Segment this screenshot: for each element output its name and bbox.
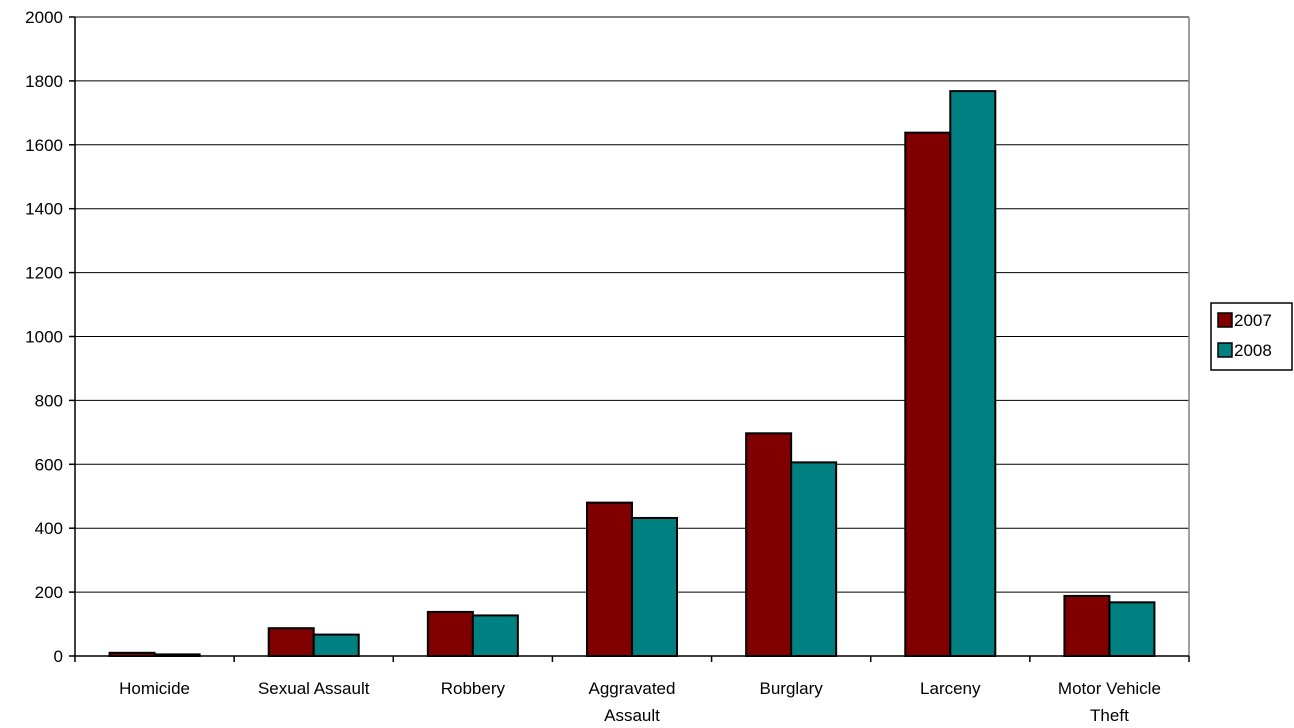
bar-2008-2: [471, 614, 519, 658]
x-category-label-1: Sexual Assault: [258, 679, 370, 698]
legend-label-2007: 2007: [1234, 311, 1272, 330]
bars: [108, 90, 1156, 658]
y-tick-labels: 0 200 400 600 800 1000 1200 1400 1600 1800 2000: [25, 8, 63, 666]
bar-2008-3: [631, 516, 678, 658]
y-tick-label-400: 400: [35, 519, 63, 538]
y-tick-label-800: 800: [35, 391, 63, 410]
y-tick-label-200: 200: [35, 583, 63, 602]
y-tick-label-1600: 1600: [25, 136, 63, 155]
x-category-label-0: Homicide: [119, 679, 190, 698]
y-tick-label-1200: 1200: [25, 264, 63, 283]
x-category-label-6: Motor Vehicle Theft: [1058, 679, 1161, 725]
bar-2007-2: [426, 610, 474, 657]
legend: 2007 2008: [1210, 302, 1293, 371]
bar-2007-5: [904, 131, 952, 657]
bar-2008-6: [1108, 601, 1156, 657]
y-tick-label-2000: 2000: [25, 8, 63, 27]
axes: [69, 16, 1190, 662]
y-tick-label-1000: 1000: [25, 328, 63, 347]
gridlines: [75, 16, 1189, 593]
legend-label-2008: 2008: [1234, 341, 1272, 360]
bar-2008-1: [312, 633, 360, 658]
legend-swatch-2008: [1217, 342, 1233, 358]
bar-2007-6: [1063, 594, 1111, 658]
bar-2008-4: [790, 461, 838, 657]
x-category-label-5: Larceny: [920, 679, 981, 698]
y-tick-label-1400: 1400: [25, 200, 63, 219]
x-category-label-4: Burglary: [759, 679, 823, 698]
bar-2008-5: [949, 90, 997, 657]
x-category-label-2: Robbery: [441, 679, 506, 698]
legend-swatch-2007: [1217, 312, 1233, 328]
x-category-labels: Homicide Sexual Assault Robbery Aggravated A…: [119, 679, 1161, 725]
bar-2007-4: [745, 432, 793, 657]
bar-2007-3: [586, 501, 633, 658]
y-tick-label-600: 600: [35, 455, 63, 474]
y-tick-label-0: 0: [54, 647, 63, 666]
y-tick-label-1800: 1800: [25, 72, 63, 91]
x-category-label-3: Aggravated Assault: [589, 679, 676, 725]
bar-2007-1: [267, 627, 315, 657]
